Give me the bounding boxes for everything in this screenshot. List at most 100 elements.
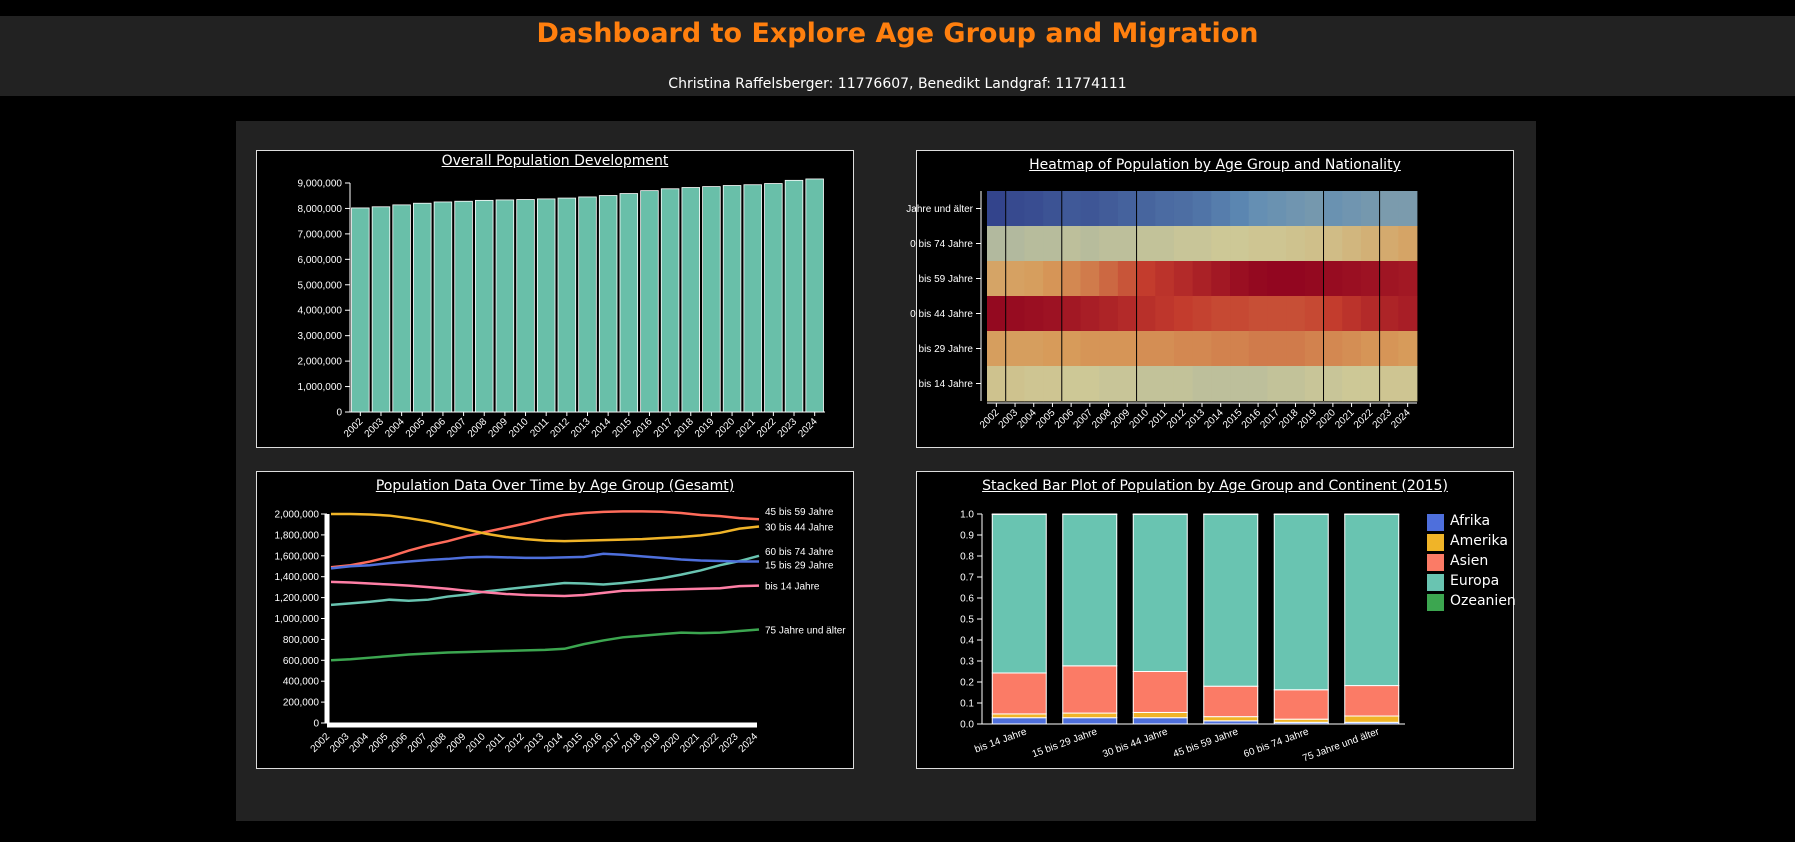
line-chart-title: Population Data Over Time by Age Group (… <box>375 478 735 494</box>
heatmap-cell <box>1267 191 1287 227</box>
overall-x-tick-label: 2017 <box>652 416 676 440</box>
heatmap-cell <box>1005 226 1025 262</box>
heatmap-cell <box>1360 226 1381 262</box>
line-series <box>330 580 760 598</box>
heatmap-cell <box>1398 296 1418 332</box>
lines-y-tick-label: 800,000 <box>283 635 320 646</box>
heatmap-cell <box>1230 331 1250 367</box>
stacked-bar-segment <box>1344 715 1400 723</box>
stacked-x-tick-label: bis 14 Jahre <box>973 726 1028 755</box>
heatmap-cell <box>1267 261 1287 297</box>
heatmap-cell <box>1043 296 1063 332</box>
heatmap-cell <box>1136 296 1156 332</box>
heatmap-cell <box>1136 366 1156 402</box>
heatmap-cell <box>1024 261 1044 297</box>
line-series <box>331 512 760 543</box>
stacked-bar-title: Stacked Bar Plot of Population by Age Gr… <box>982 478 1448 494</box>
stacked-bar-chart: 0.0 0.1 0.2 0.3 0.4 0.5 0.6 0.7 0.8 0.9 1.0 bis 14 … <box>960 510 1405 764</box>
overall-x-tick-label: 2004 <box>383 416 407 440</box>
heatmap-cell <box>1323 226 1343 262</box>
overall-bar <box>598 195 618 413</box>
overall-y-tick-label: 1,000,000 <box>298 382 343 393</box>
overall-y-tick-label: 6,000,000 <box>298 255 343 266</box>
line-chart-panel: Population Data Over Time by Age Group (… <box>256 471 854 769</box>
lines-x-tick-label: 2007 <box>406 731 430 755</box>
lines-x-tick-label: 2002 <box>309 731 333 755</box>
heatmap-cell <box>1267 366 1287 402</box>
heatmap-cell <box>1304 261 1324 297</box>
heatmap-x-tick-label: 2015 <box>1221 407 1245 431</box>
stacked-y-tick-label: 0.9 <box>960 531 974 542</box>
heatmap-cell <box>1230 261 1250 297</box>
heatmap-cell <box>1155 226 1175 262</box>
heatmap-cell <box>1024 191 1044 227</box>
heatmap-x-tick-label: 2003 <box>997 407 1021 431</box>
heatmap-cell <box>1117 191 1137 227</box>
lines-y-tick-label: 1,000,000 <box>275 614 320 625</box>
heatmap-cell <box>1192 191 1212 227</box>
heatmap-cell <box>987 226 1007 262</box>
heatmap-title: Heatmap of Population by Age Group and N… <box>1029 157 1401 173</box>
heatmap-x-tick-label: 2009 <box>1109 407 1133 431</box>
heatmap-x-tick-label: 2010 <box>1128 407 1152 431</box>
heatmap-cell <box>1304 296 1324 332</box>
heatmap-cell <box>1342 366 1362 402</box>
stacked-y-tick-label: 0.8 <box>960 552 974 563</box>
heatmap-cell <box>1323 191 1343 227</box>
heatmap-x-tick-label: 2020 <box>1314 407 1338 431</box>
stacked-bar-segment <box>1132 513 1188 672</box>
lines-x-tick-label: 2003 <box>328 731 352 755</box>
heatmap-cell <box>1136 331 1156 367</box>
lines-x-tick-label: 2004 <box>348 731 372 755</box>
stacked-bar-segment <box>991 717 1047 725</box>
heatmap-cell <box>1342 296 1362 332</box>
stacked-bar-segment <box>1062 717 1118 725</box>
line-series-label: 15 bis 29 Jahre <box>765 561 834 572</box>
heatmap-x-tick-label: 2024 <box>1389 407 1413 431</box>
line-chart: 0 200,000 400,000 600,000 800,000 1,000,000 1,… <box>275 507 847 755</box>
lines-x-tick-label: 2023 <box>717 731 741 755</box>
stacked-bar-segment <box>991 672 1047 715</box>
heatmap-cell <box>1342 261 1362 297</box>
lines-y-tick-label: 1,800,000 <box>275 530 320 541</box>
heatmap-cell <box>1248 226 1268 262</box>
stacked-bar-segment <box>1132 717 1188 725</box>
lines-x-tick-label: 2010 <box>464 731 488 755</box>
stacked-y-tick-label: 0.5 <box>960 615 974 626</box>
heatmap-cell <box>1173 226 1194 262</box>
heatmap-cell <box>1173 261 1194 297</box>
heatmap-cell <box>1192 296 1212 332</box>
overall-bar <box>475 199 494 413</box>
heatmap-cell <box>1099 261 1119 297</box>
legend-label-ozeanien: Ozeanien <box>1450 593 1516 609</box>
page-title: Dashboard to Explore Age Group and Migra… <box>536 18 1259 49</box>
heatmap-x-tick-label: 2022 <box>1352 407 1376 431</box>
stacked-bar-segment <box>1203 716 1259 722</box>
stacked-bar-segment <box>1203 513 1259 687</box>
overall-x-tick-label: 2020 <box>714 416 738 440</box>
heatmap-cell <box>1286 261 1306 297</box>
heatmap-cell <box>987 261 1007 297</box>
stacked-bar-segment <box>1062 513 1118 667</box>
heatmap-y-tick-label: bis 14 Jahre <box>919 379 974 390</box>
heatmap-cell <box>1117 366 1137 402</box>
heatmap-cell <box>1211 191 1231 227</box>
heatmap-chart: Jahre und älter 0 bis 74 Jahre bis 59 Jahr… <box>906 191 1418 431</box>
overall-x-tick-label: 2006 <box>425 416 449 440</box>
heatmap-y-tick-label: Jahre und älter <box>906 204 973 215</box>
heatmap-cell <box>1099 331 1119 367</box>
heatmap-cell <box>1248 366 1268 402</box>
stacked-y-tick-label: 0.4 <box>960 636 974 647</box>
heatmap-cell <box>1230 191 1250 227</box>
overall-x-tick-label: 2008 <box>466 416 490 440</box>
heatmap-y-tick-label: bis 59 Jahre <box>919 274 974 285</box>
overall-y-tick-label: 5,000,000 <box>298 280 343 291</box>
heatmap-cell <box>987 366 1007 402</box>
overall-y-tick-label: 7,000,000 <box>298 229 343 240</box>
overall-y-tick-label: 2,000,000 <box>298 357 343 368</box>
heatmap-cell <box>1211 296 1231 332</box>
legend-swatch-europa <box>1427 574 1444 591</box>
stacked-bar-panel: Stacked Bar Plot of Population by Age Gr… <box>916 471 1516 769</box>
lines-x-tick-label: 2019 <box>639 731 663 755</box>
heatmap-cell <box>1080 296 1100 332</box>
